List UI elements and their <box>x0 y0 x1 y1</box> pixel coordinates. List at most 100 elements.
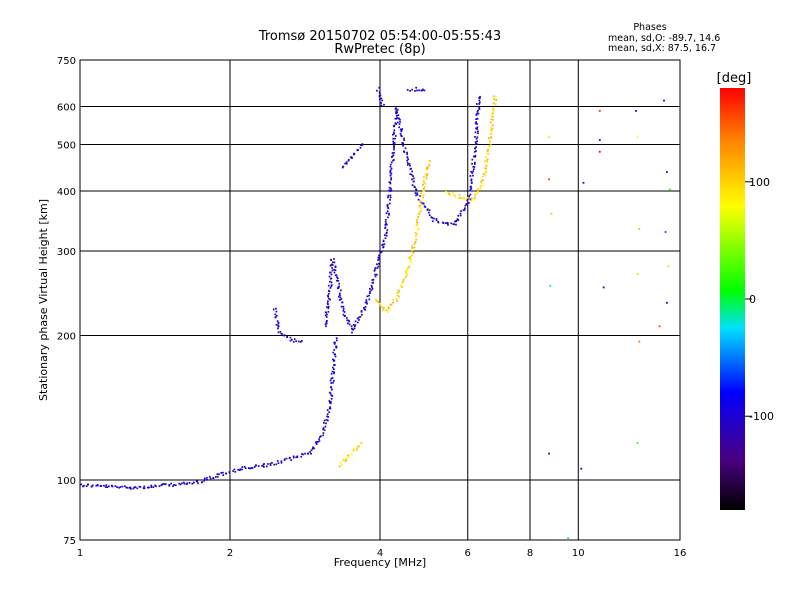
data-point <box>403 150 405 153</box>
data-point <box>406 159 408 162</box>
data-point <box>277 327 279 330</box>
data-point <box>390 187 392 190</box>
data-point <box>425 167 427 170</box>
data-point <box>474 141 477 143</box>
data-point <box>317 441 319 443</box>
data-point <box>414 192 417 194</box>
data-point <box>381 99 384 102</box>
data-point <box>418 89 420 92</box>
data-point <box>201 481 204 483</box>
data-point <box>385 232 388 235</box>
data-point <box>459 212 462 215</box>
data-point <box>476 128 478 130</box>
x-axis: 1 2 4 6 8 10 16 <box>77 548 687 559</box>
data-point <box>457 219 460 221</box>
data-point <box>479 95 481 98</box>
data-point <box>342 165 345 168</box>
data-point <box>327 294 329 297</box>
data-point <box>277 462 280 464</box>
data-point <box>276 460 279 462</box>
data-point <box>370 289 373 292</box>
data-point <box>360 144 362 146</box>
data-point <box>330 382 333 384</box>
data-point <box>373 270 376 272</box>
data-point <box>360 311 363 313</box>
data-point <box>401 143 404 145</box>
data-point <box>414 242 416 245</box>
data-point <box>325 422 327 425</box>
data-point <box>351 327 353 330</box>
data-point <box>197 482 199 485</box>
data-point <box>329 264 332 267</box>
data-point <box>232 470 234 472</box>
data-point <box>181 482 183 485</box>
data-point <box>143 487 146 490</box>
data-point <box>460 197 462 199</box>
data-point <box>415 224 418 227</box>
data-point <box>330 263 333 266</box>
data-point <box>392 154 395 156</box>
data-point <box>549 284 552 287</box>
data-point <box>635 110 637 112</box>
data-point <box>598 150 601 153</box>
data-point <box>390 177 393 179</box>
data-point <box>329 401 331 404</box>
data-point <box>455 223 457 226</box>
data-point <box>277 331 280 334</box>
data-point <box>492 102 495 105</box>
data-point <box>474 131 477 134</box>
data-point <box>328 297 330 300</box>
data-point <box>322 434 324 437</box>
data-point <box>342 309 345 312</box>
data-point <box>292 456 295 459</box>
data-point <box>407 158 409 161</box>
data-point <box>365 301 368 303</box>
data-point <box>330 400 332 403</box>
data-point <box>330 372 333 375</box>
data-point <box>389 182 392 185</box>
data-point <box>409 258 412 260</box>
data-point <box>420 203 423 205</box>
data-point <box>83 484 85 487</box>
data-point <box>478 103 480 105</box>
data-point <box>477 112 480 115</box>
data-point <box>339 461 342 464</box>
data-point <box>487 137 490 139</box>
data-point <box>411 170 413 173</box>
data-point <box>393 124 396 127</box>
data-point <box>220 472 223 474</box>
data-point <box>469 198 472 201</box>
data-point <box>412 177 415 180</box>
data-point <box>474 161 476 164</box>
data-point <box>403 151 406 153</box>
data-point <box>389 165 392 168</box>
data-point <box>381 250 383 253</box>
data-point <box>336 276 338 279</box>
data-point <box>383 103 385 106</box>
data-point <box>138 485 141 488</box>
data-point <box>174 484 177 487</box>
data-point <box>405 269 408 272</box>
data-point <box>356 317 359 320</box>
data-point <box>406 153 408 156</box>
y-tick-label: 200 <box>57 332 76 343</box>
data-point <box>357 316 360 319</box>
data-point <box>376 267 379 269</box>
data-point <box>472 170 474 173</box>
data-point <box>331 377 334 379</box>
data-point <box>329 280 331 283</box>
data-point <box>337 286 340 288</box>
data-point <box>387 311 389 313</box>
data-point <box>477 190 479 193</box>
data-point <box>330 273 333 276</box>
data-point <box>108 485 110 488</box>
data-point <box>548 452 550 455</box>
data-point <box>378 302 381 305</box>
data-point <box>170 482 172 485</box>
data-point <box>330 259 333 261</box>
data-point <box>423 176 425 178</box>
data-point <box>474 155 477 158</box>
data-point <box>387 194 390 197</box>
data-point <box>389 171 392 174</box>
